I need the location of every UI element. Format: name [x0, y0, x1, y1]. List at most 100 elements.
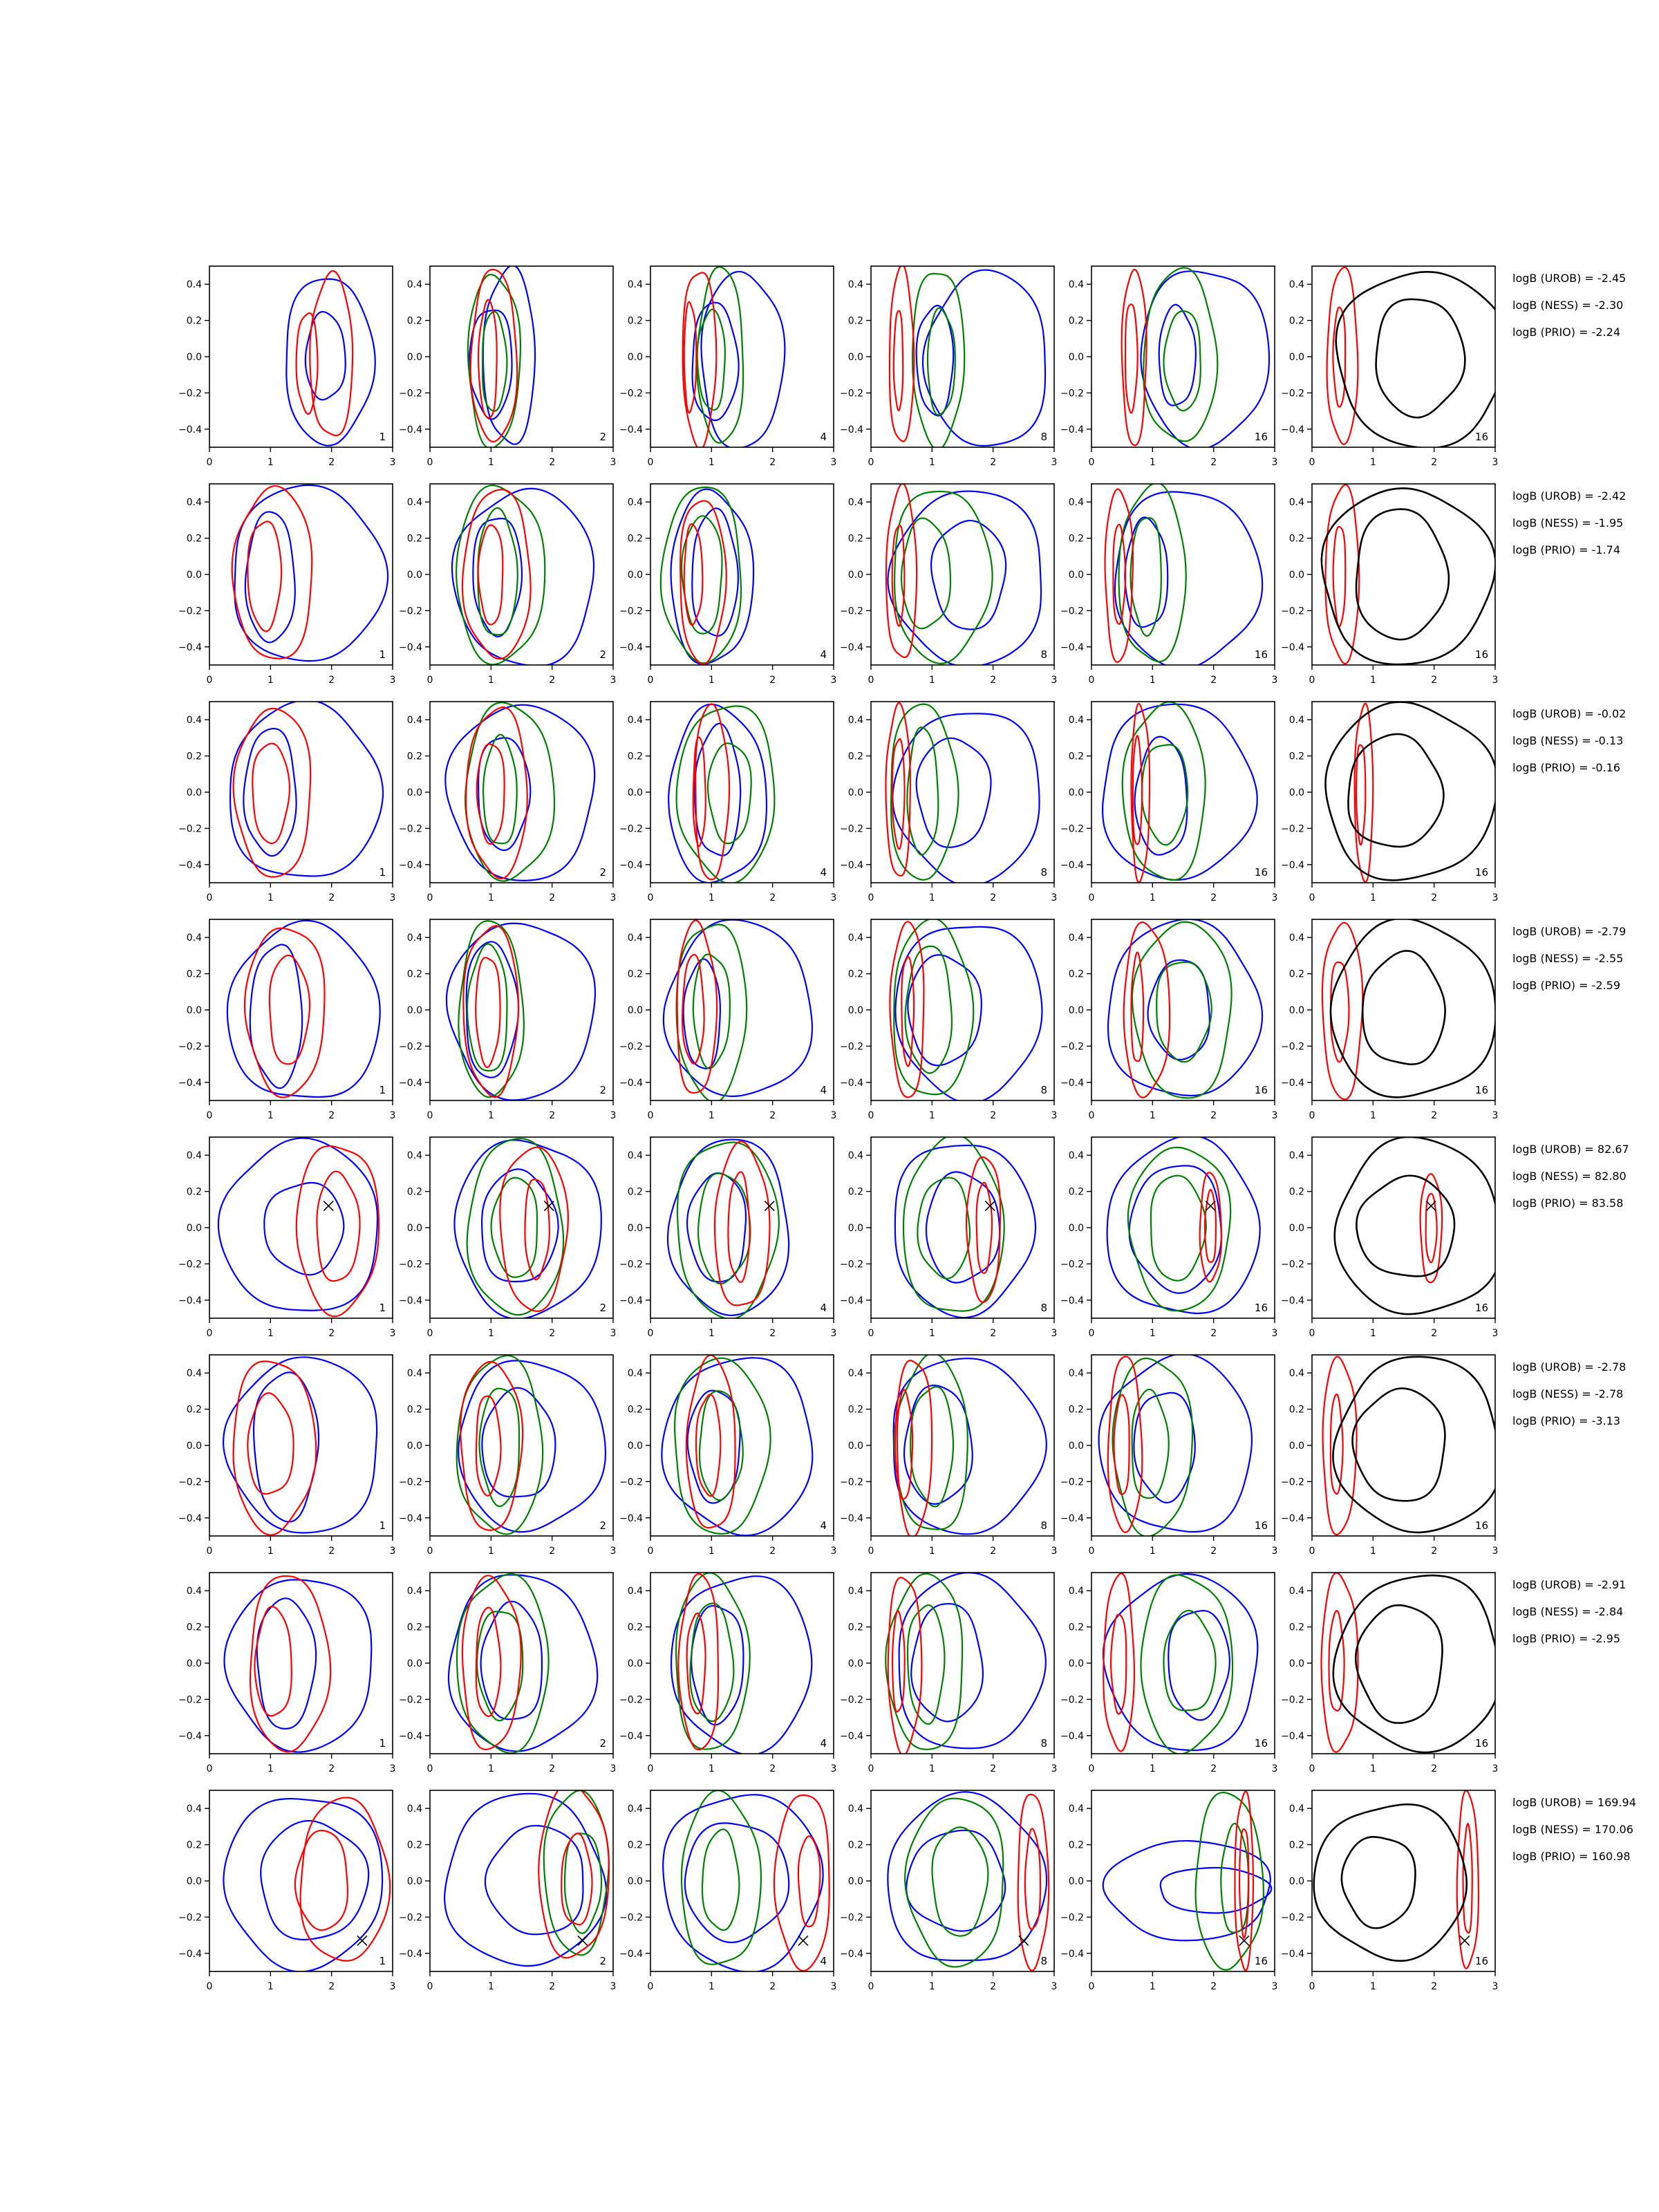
axes-frame [1311, 265, 1496, 448]
panel-r7-c6: 0 1 2 3 0.4 0.2 0.0 −0.2 −0.4 16 [1281, 1572, 1498, 1774]
y-tick-label: −0.4 [399, 1949, 422, 1960]
y-tick-label: 0.2 [1289, 1622, 1304, 1633]
y-tick-label: −0.2 [1281, 606, 1304, 617]
red-contour [894, 1359, 933, 1536]
panel-r2-c2: 0 1 2 3 0.4 0.2 0.0 −0.2 −0.4 2 [399, 483, 617, 686]
logb-annotation: logB (NESS) = -2.78 [1512, 1387, 1623, 1400]
x-tick-label: 1 [1370, 1763, 1376, 1774]
panel-contours [888, 266, 1047, 447]
y-tick-label: 0.4 [407, 1586, 422, 1597]
x-tick-label: 0 [1309, 1328, 1315, 1339]
x-tick-label: 0 [1089, 1981, 1095, 1992]
y-tick-label: 0.0 [848, 1005, 863, 1016]
green-contour [455, 484, 546, 665]
y-tick-label: 0.4 [187, 715, 202, 726]
panel-contours [1322, 1356, 1495, 1536]
green-contour [692, 953, 731, 1069]
x-tick-label: 1 [709, 1981, 715, 1992]
x-tick-label: 0 [1089, 1328, 1095, 1339]
panel-r7-c5: 0 1 2 3 0.4 0.2 0.0 −0.2 −0.4 16 [1060, 1572, 1277, 1774]
red-contour [676, 919, 718, 1094]
y-tick-label: 0.4 [1289, 1368, 1304, 1379]
x-tick-label: 3 [1051, 457, 1058, 468]
green-contour [673, 1357, 771, 1535]
red-contour [1328, 1610, 1345, 1712]
blue-contour [263, 1181, 345, 1276]
logb-annotations-row-6: logB (UROB) = -2.78 logB (NESS) = -2.78 lo… [1512, 1360, 1626, 1427]
red-contour [1017, 1793, 1050, 1971]
y-tick-label: 0.0 [187, 1005, 202, 1016]
green-contour [906, 1604, 946, 1725]
logb-annotation: logB (UROB) = -2.45 [1512, 272, 1626, 285]
panel-label: 2 [599, 431, 606, 443]
panel-contours [285, 270, 376, 447]
red-contour [683, 523, 704, 626]
marker-stroke [798, 1935, 809, 1947]
y-tick-label: 0.4 [1289, 279, 1304, 290]
axes-frame [1091, 265, 1275, 448]
x-tick-label: 1 [929, 1981, 935, 1992]
red-contour [1238, 1828, 1250, 1939]
panel-r5-c2: 0 1 2 3 0.4 0.2 0.0 −0.2 −0.4 2 [399, 1136, 616, 1339]
logb-annotations-row-1: logB (UROB) = -2.45 logB (NESS) = -2.30 lo… [1512, 272, 1626, 339]
y-tick-label: 0.4 [628, 279, 643, 290]
green-contour [696, 308, 726, 411]
y-tick-label: 0.0 [848, 1441, 863, 1452]
y-tick-label: −0.4 [1060, 1078, 1084, 1089]
y-tick-label: 0.4 [407, 1150, 422, 1161]
green-contour [675, 924, 748, 1100]
panel-r7-c2: 0 1 2 3 0.4 0.2 0.0 −0.2 −0.4 2 [399, 1572, 616, 1774]
x-tick-label: 2 [1431, 1110, 1437, 1121]
red-contour [695, 1394, 722, 1497]
red-contour [1324, 484, 1360, 665]
red-contour [885, 484, 918, 659]
y-tick-label: 0.2 [187, 969, 202, 980]
y-tick-label: −0.4 [399, 1513, 422, 1524]
x-tick-label: 3 [1272, 1546, 1278, 1557]
red-contour [476, 743, 505, 845]
logb-annotation: logB (PRIO) = -3.13 [1512, 1414, 1620, 1427]
x-tick-label: 1 [1370, 675, 1376, 686]
blue-contour [458, 1360, 607, 1533]
x-tick-label: 3 [610, 675, 617, 686]
y-tick-label: −0.2 [840, 1259, 863, 1270]
logb-annotation: logB (UROB) = -0.02 [1512, 707, 1626, 720]
y-tick-label: 0.0 [407, 1441, 422, 1452]
x-tick-label: 0 [1309, 1763, 1315, 1774]
x-tick-label: 2 [328, 675, 335, 686]
x-tick-label: 2 [549, 1110, 555, 1121]
x-tick-label: 3 [831, 457, 837, 468]
axes-frame [429, 701, 614, 883]
red-contour [1329, 1393, 1344, 1495]
axes-frame [429, 1136, 614, 1319]
marker-stroke [323, 1200, 334, 1212]
green-contour [893, 919, 975, 1096]
y-tick-label: −0.2 [1060, 388, 1084, 399]
red-contour [1130, 702, 1151, 883]
blue-contour [217, 1137, 379, 1311]
axes-frame [1091, 1354, 1275, 1537]
green-contour [893, 490, 993, 665]
red-contour [299, 1797, 391, 1962]
x-tick-label: 0 [427, 1110, 433, 1121]
green-contour [676, 1141, 780, 1318]
true-value-marker [323, 1200, 334, 1212]
y-tick-label: 0.0 [848, 352, 863, 363]
y-tick-label: −0.2 [178, 1477, 202, 1488]
y-tick-label: 0.4 [1289, 715, 1304, 726]
red-contour [243, 927, 326, 1098]
panel-contours [666, 1138, 790, 1318]
green-contour [659, 486, 742, 664]
blue-contour [223, 1797, 384, 1971]
y-tick-label: 0.2 [187, 751, 202, 762]
panel-r3-c6: 0 1 2 3 0.4 0.2 0.0 −0.2 −0.4 16 [1281, 701, 1498, 903]
x-tick-label: 0 [427, 1981, 433, 1992]
x-tick-label: 1 [488, 1763, 494, 1774]
axes-frame [870, 1136, 1055, 1319]
y-tick-label: −0.4 [399, 642, 422, 653]
red-contour [1320, 1573, 1359, 1753]
green-contour [456, 1355, 544, 1535]
blue-contour [256, 1597, 317, 1730]
axes-frame [870, 919, 1055, 1101]
red-contour [888, 266, 915, 442]
